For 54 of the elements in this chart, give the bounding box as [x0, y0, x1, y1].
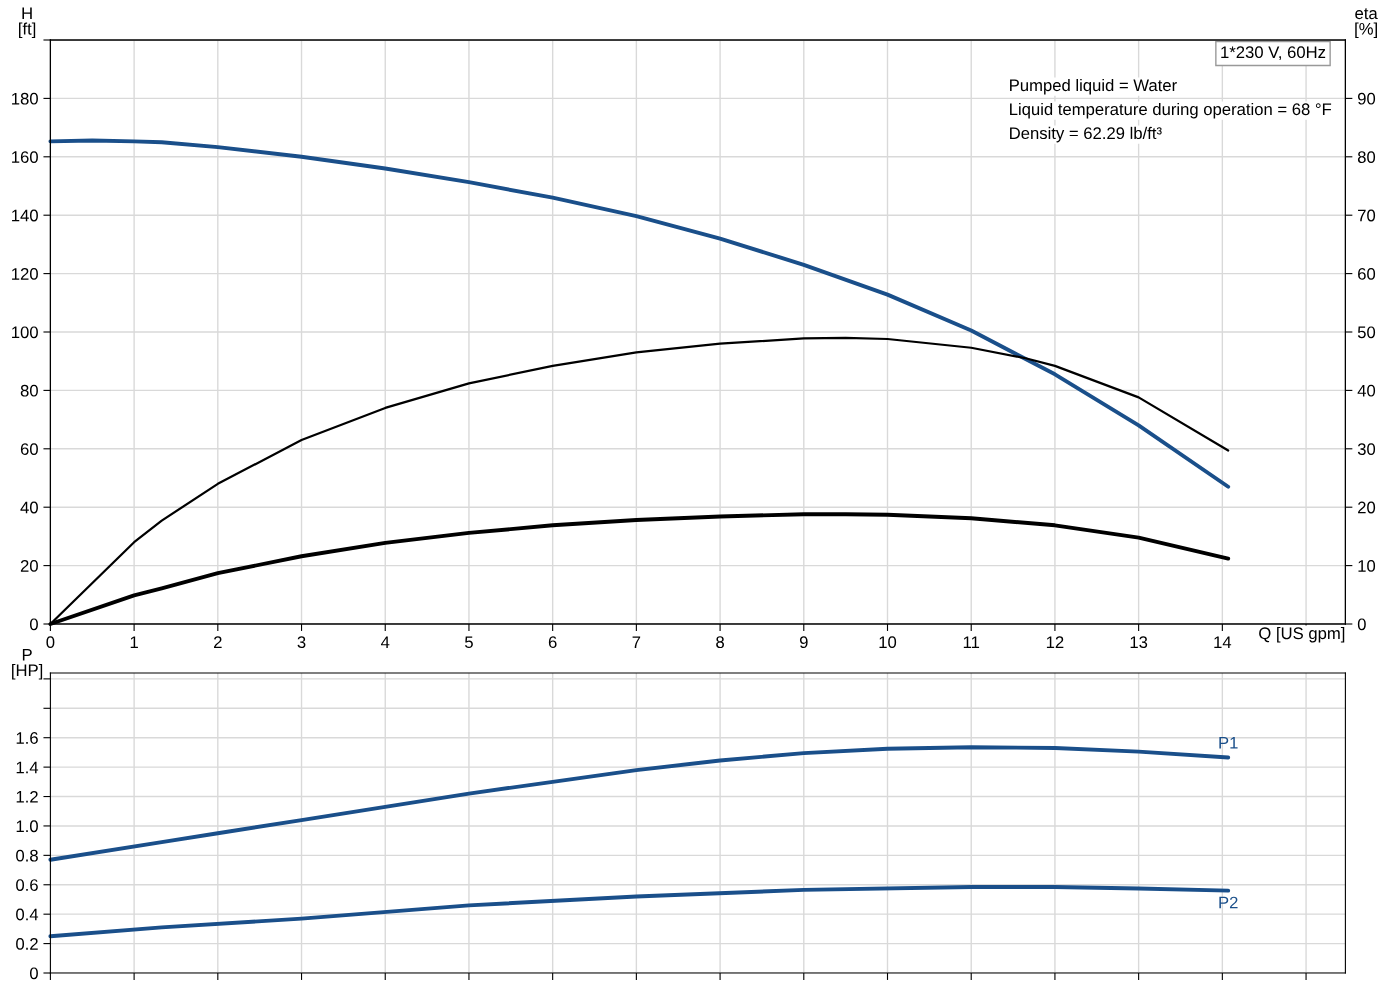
y-tick-label: 0	[29, 967, 38, 980]
y-tick-label: 0.8	[16, 849, 38, 862]
y2-tick-label: 80	[1357, 151, 1376, 163]
x-tick-label: 12	[1046, 636, 1064, 648]
y-tick-label: 1.6	[16, 732, 38, 744]
y-tick-label: 120	[12, 268, 38, 280]
x-tick-label: 5	[464, 636, 473, 649]
x-tick-label: 3	[297, 636, 306, 649]
y-tick-label: 0	[29, 618, 38, 631]
x-tick-label: 8	[716, 636, 724, 649]
y-axis-title: P [HP]	[12, 649, 43, 680]
x-tick-label: 11	[963, 636, 980, 648]
annotation: Pumped liquid = Water	[1010, 78, 1177, 95]
x-tick-label: 14	[1214, 636, 1232, 648]
y-tick-label: 1.2	[16, 790, 38, 803]
y2-tick-label: 40	[1357, 384, 1376, 397]
x-axis-title: Q [US gpm]	[1259, 626, 1345, 643]
y-tick-label: 0.6	[16, 879, 38, 891]
x-tick-label: 6	[548, 636, 557, 649]
y-tick-label: 160	[12, 151, 38, 163]
y2-tick-label: 0	[1357, 618, 1366, 631]
x-tick-label: 0	[46, 636, 55, 649]
y2-tick-label: 70	[1358, 209, 1376, 222]
x-tick-label: 10	[879, 636, 897, 649]
y-tick-label: 0.4	[16, 908, 39, 921]
y2-tick-label: 30	[1357, 443, 1376, 455]
y2-tick-label: 90	[1357, 92, 1376, 105]
y-tick-label: 0.2	[16, 937, 38, 950]
y-axis-title: H [ft]	[19, 7, 36, 39]
text: 1.0	[16, 820, 38, 833]
y2-tick-label: 10	[1358, 560, 1376, 572]
x-tick-label: 7	[632, 636, 641, 648]
y-tick-label: 140	[12, 209, 38, 222]
x-tick-label: 2	[214, 636, 222, 648]
y-tick-label: 20	[20, 560, 38, 572]
series-label: P1	[1219, 737, 1238, 749]
y-tick-label: 60	[20, 443, 38, 455]
series-label: P2	[1219, 896, 1238, 909]
y2-tick-label: 20	[1358, 501, 1376, 514]
y-tick-label: 180	[12, 92, 38, 105]
y2-tick-label: 50	[1357, 326, 1376, 339]
chart-title: 1*230 V, 60Hz	[1221, 46, 1326, 61]
x-tick-label: 4	[380, 636, 390, 648]
x-tick-label: 1	[130, 636, 138, 648]
annotation: Density = 62.29 lb/ft³	[1010, 126, 1162, 143]
x-tick-label: 13	[1130, 636, 1148, 649]
annotation: Liquid temperature during operation = 68 °F	[1010, 102, 1332, 119]
y-tick-label: 1.4	[16, 761, 39, 774]
x-tick-label: 9	[799, 636, 808, 649]
y2-axis-title: eta [%]	[1355, 8, 1378, 39]
y-tick-label: 40	[20, 501, 38, 514]
y-tick-label: 100	[12, 326, 38, 339]
y-tick-label: 80	[20, 384, 38, 397]
y2-tick-label: 60	[1358, 268, 1376, 280]
